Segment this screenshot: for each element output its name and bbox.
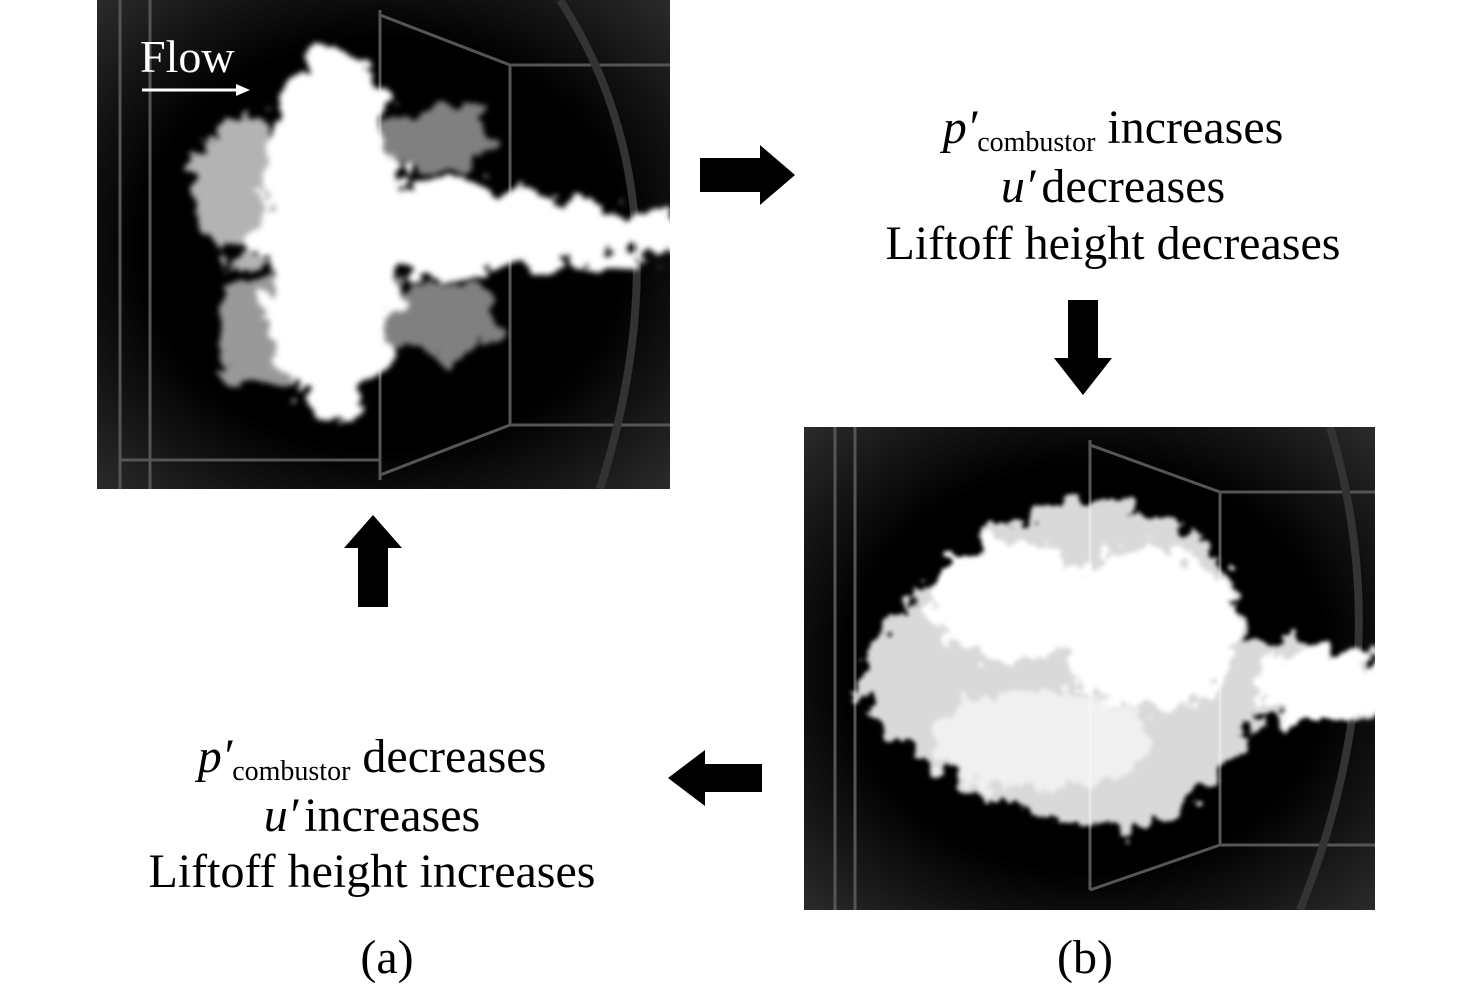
change: decreases — [362, 730, 546, 783]
flame-image-a: Flow — [97, 0, 670, 489]
flow-arrow-head — [236, 84, 250, 96]
arrow-down — [1054, 300, 1112, 395]
image-label: (b) — [1057, 931, 1113, 984]
symbol: u′ — [264, 789, 300, 842]
pressure-line: p′combustor decreases — [195, 730, 547, 787]
subscript: combustor — [232, 756, 351, 787]
subscript: combustor — [977, 127, 1096, 158]
velocity-line: u′ increases — [264, 789, 480, 842]
change: increases — [304, 789, 480, 842]
arrow-left — [668, 750, 762, 806]
symbol: p′ — [195, 730, 234, 783]
flame-image-b — [804, 427, 1375, 910]
arrow-up — [344, 515, 402, 607]
symbol: p′ — [940, 101, 979, 154]
change: decreases — [1041, 160, 1225, 213]
velocity-line: u′ decreases — [1001, 160, 1225, 213]
change: increases — [1107, 101, 1283, 154]
pressure-line: p′combustor increases — [940, 101, 1284, 158]
arrow-right — [700, 145, 795, 205]
liftoff-line: Liftoff height increases — [149, 845, 596, 898]
symbol: u′ — [1001, 160, 1037, 213]
flow-label: Flow — [140, 31, 235, 82]
liftoff-line: Liftoff height decreases — [886, 217, 1341, 270]
image-label: (a) — [360, 931, 413, 984]
